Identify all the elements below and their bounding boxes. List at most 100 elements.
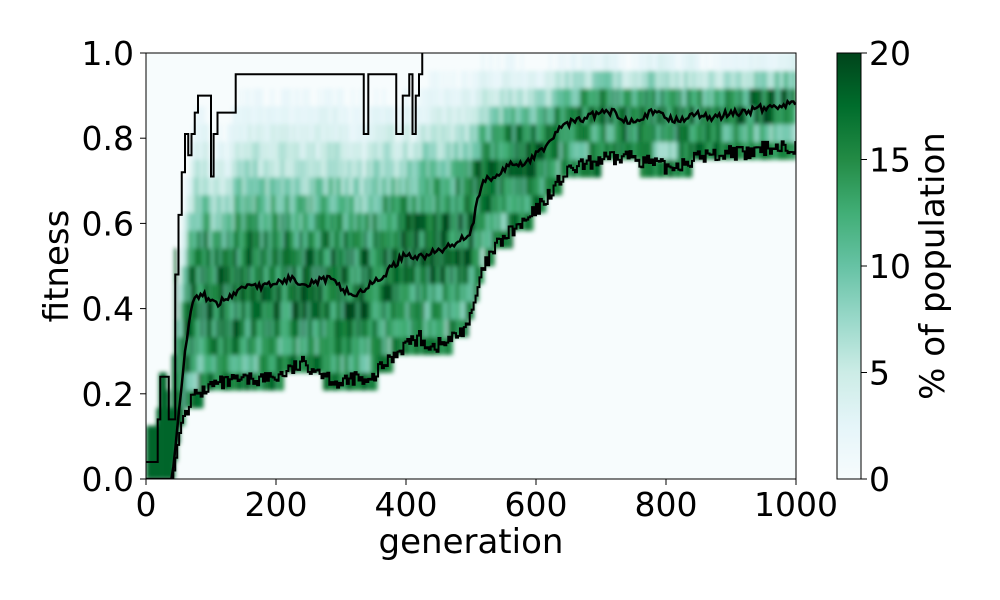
heatmap-cell [452, 141, 456, 160]
heatmap-cell [788, 106, 792, 125]
heatmap-cell [450, 177, 454, 196]
heatmap-cell [666, 141, 669, 160]
heatmap-cell [382, 337, 386, 356]
heatmap-cell [356, 354, 360, 373]
heatmap-cell [276, 337, 279, 356]
heatmap-cell [473, 177, 477, 196]
heatmap-cell [341, 106, 344, 125]
heatmap-cell [309, 195, 313, 214]
heatmap-cell [200, 230, 204, 249]
heatmap-cell [325, 195, 329, 214]
heatmap-cell [549, 88, 552, 107]
heatmap-cell [260, 159, 264, 178]
heatmap-cell [296, 159, 300, 178]
heatmap-cell [330, 141, 334, 160]
heatmap-cell [377, 177, 381, 196]
heatmap-cell [356, 212, 360, 231]
heatmap-cell [291, 106, 295, 125]
heatmap-cell [447, 124, 451, 143]
heatmap-cell [601, 70, 604, 89]
heatmap-cell [598, 53, 602, 72]
heatmap-cell [276, 141, 279, 160]
heatmap-cell [385, 159, 389, 178]
heatmap-cell [398, 212, 402, 231]
heatmap-cell [439, 301, 443, 320]
heatmap-cell [445, 230, 448, 249]
heatmap-cell [395, 248, 399, 267]
heatmap-cell [278, 248, 282, 267]
heatmap-cell [629, 124, 633, 143]
heatmap-cell [419, 266, 422, 285]
heatmap-cell [377, 141, 381, 160]
heatmap-cell [445, 177, 448, 196]
heatmap-cell [439, 266, 443, 285]
heatmap-cell [231, 230, 235, 249]
heatmap-cell [640, 70, 643, 89]
heatmap-cell [408, 124, 412, 143]
heatmap-cell [785, 124, 789, 143]
heatmap-cell [731, 88, 734, 107]
heatmap-cell [611, 106, 615, 125]
heatmap-cell [221, 319, 225, 338]
heatmap-cell [533, 177, 537, 196]
heatmap-cell [387, 354, 391, 373]
heatmap-cell [754, 53, 758, 72]
heatmap-cell [497, 195, 500, 214]
heatmap-cell [541, 177, 545, 196]
heatmap-cell [491, 212, 495, 231]
heatmap-cell [312, 354, 316, 373]
heatmap-cell [335, 354, 339, 373]
heatmap-cell [437, 177, 441, 196]
heatmap-cell [276, 319, 279, 338]
heatmap-cell [338, 88, 342, 107]
heatmap-cell [406, 177, 409, 196]
heatmap-cell [218, 177, 222, 196]
heatmap-cell [585, 88, 589, 107]
heatmap-cell [265, 159, 269, 178]
colorbar-tick-label: 0 [869, 460, 890, 499]
heatmap-cell [179, 354, 183, 373]
heatmap-cell [426, 301, 430, 320]
heatmap-cell [541, 106, 545, 125]
heatmap-cell [200, 177, 204, 196]
heatmap-cell [746, 88, 750, 107]
heatmap-cell [780, 88, 784, 107]
heatmap-cell [252, 283, 256, 302]
heatmap-cell [476, 124, 480, 143]
heatmap-cell [447, 141, 451, 160]
heatmap-cell [512, 53, 516, 72]
heatmap-cell [239, 248, 243, 267]
heatmap-cell [504, 106, 508, 125]
heatmap-cell [302, 212, 305, 231]
heatmap-cell [317, 106, 321, 125]
heatmap-cell [265, 212, 269, 231]
heatmap-cell [458, 212, 461, 231]
heatmap-cell [229, 124, 233, 143]
heatmap-cell [554, 70, 558, 89]
heatmap-cell [471, 70, 474, 89]
heatmap-cell [304, 212, 308, 231]
heatmap-cell [333, 337, 337, 356]
heatmap-cell [517, 106, 521, 125]
heatmap-cell [273, 141, 277, 160]
heatmap-cell [393, 106, 396, 125]
heatmap-cell [299, 337, 303, 356]
heatmap-cell [725, 88, 729, 107]
heatmap-cell [653, 88, 656, 107]
heatmap-cell [226, 301, 230, 320]
heatmap-cell [728, 124, 732, 143]
heatmap-cell [203, 266, 207, 285]
heatmap-cell [751, 124, 755, 143]
heatmap-cell [244, 248, 248, 267]
heatmap-cell [200, 301, 204, 320]
heatmap-cell [400, 230, 404, 249]
heatmap-cell [385, 230, 389, 249]
heatmap-cell [510, 177, 513, 196]
heatmap-cell [299, 230, 303, 249]
heatmap-cell [551, 159, 555, 178]
heatmap-cell [250, 141, 253, 160]
heatmap-cell [351, 212, 355, 231]
heatmap-cell [265, 337, 269, 356]
heatmap-cell [289, 88, 292, 107]
heatmap-cell [166, 461, 170, 479]
